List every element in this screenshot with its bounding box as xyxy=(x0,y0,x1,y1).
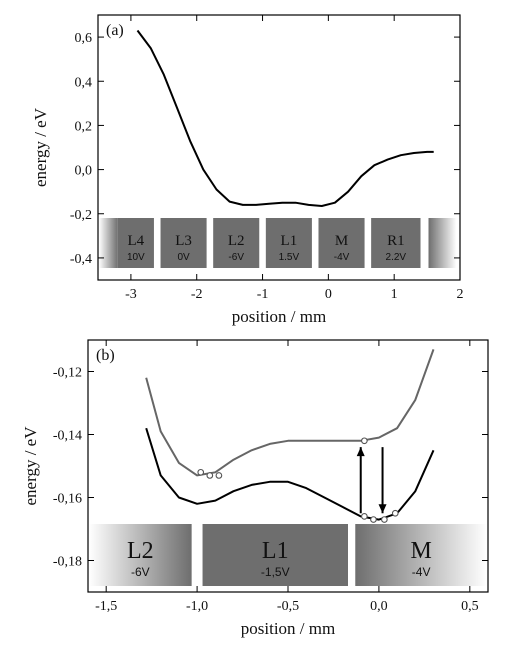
electrode-name: L3 xyxy=(175,233,192,249)
electrode-name: L1 xyxy=(281,233,298,249)
electrode-name: M xyxy=(410,538,431,564)
y-tick-label: -0,14 xyxy=(53,429,82,444)
x-tick-label: -2 xyxy=(191,287,203,302)
electrode-name: L4 xyxy=(128,233,145,249)
x-tick-label: 0,5 xyxy=(461,599,479,614)
panel-1: L2-6V L1-1,5V M-4V -1,5 -1,0 -0,5 0,0 0,5 -0,12 -… xyxy=(21,339,489,638)
x-tick-label: 1 xyxy=(391,287,398,302)
y-axis-label: energy / eV xyxy=(31,107,50,187)
plot-frame xyxy=(97,14,461,281)
series-line-0 xyxy=(136,29,434,207)
electrode-fade-left xyxy=(99,218,118,268)
electrode-voltage: 1.5V xyxy=(279,252,300,263)
y-tick-label: 0,6 xyxy=(75,31,93,46)
electrode-name: M xyxy=(335,233,348,249)
electrode-fade-right xyxy=(428,218,457,268)
electrode-L1 xyxy=(265,218,312,268)
series-line-0 xyxy=(145,349,435,477)
panel-label: (a) xyxy=(106,22,124,39)
x-axis-label: position / mm xyxy=(232,307,326,326)
y-tick-label: 0,0 xyxy=(75,164,93,179)
data-point-marker xyxy=(361,437,368,445)
electrode-L2 xyxy=(213,218,260,268)
electrode-voltage: 10V xyxy=(127,252,145,263)
electrode-voltage: -1,5V xyxy=(261,565,290,579)
data-point-marker xyxy=(391,509,399,517)
panel-0: L4 10V L3 0V L2 -6V L1 1.5V M -4V R1 2.2V -3 -2 -1 0 1 2 0… xyxy=(31,14,464,326)
y-axis-label: energy / eV xyxy=(21,426,40,506)
x-tick-label: -3 xyxy=(125,287,137,302)
electrode-voltage: -6V xyxy=(131,565,150,579)
y-tick-label: -0,2 xyxy=(70,208,92,223)
data-point-marker xyxy=(215,472,223,479)
electrode-L1 xyxy=(202,524,348,586)
electrode-voltage: -6V xyxy=(228,252,244,263)
electrode-M xyxy=(355,524,487,586)
electrode-L2 xyxy=(89,524,192,586)
electrode-L4 xyxy=(117,218,154,268)
electrode-voltage: 0V xyxy=(177,252,190,263)
electrode-L3 xyxy=(160,218,207,268)
x-tick-label: 0 xyxy=(325,287,332,302)
x-tick-label: -0,5 xyxy=(277,599,299,614)
panel-label: (b) xyxy=(96,347,115,364)
electrode-voltage: 2.2V xyxy=(386,252,407,263)
y-tick-label: -0,4 xyxy=(70,252,92,267)
arrow-up-head xyxy=(356,447,365,457)
electrode-name: L1 xyxy=(262,538,289,564)
x-tick-label: -1,0 xyxy=(186,599,208,614)
x-axis-label: position / mm xyxy=(241,619,335,638)
electrode-name: L2 xyxy=(127,538,154,564)
electrode-voltage: -4V xyxy=(334,252,350,263)
electrode-voltage: -4V xyxy=(412,565,431,579)
y-tick-label: 0,4 xyxy=(75,75,93,90)
electrode-M xyxy=(318,218,365,268)
y-tick-label: 0,2 xyxy=(75,119,93,134)
data-point-marker xyxy=(197,468,205,476)
x-tick-label: 2 xyxy=(457,287,464,302)
arrow-down-head xyxy=(378,504,387,514)
x-tick-label: -1,5 xyxy=(95,599,117,614)
electrode-R1 xyxy=(371,218,421,268)
y-tick-label: -0,18 xyxy=(53,555,82,570)
x-tick-label: 0,0 xyxy=(370,599,388,614)
data-point-marker xyxy=(206,472,214,479)
y-tick-label: -0,12 xyxy=(53,366,82,381)
y-tick-label: -0,16 xyxy=(53,492,82,507)
series-line-1 xyxy=(145,427,435,521)
data-point-marker xyxy=(381,516,388,523)
electrode-name: L2 xyxy=(228,233,245,249)
x-tick-label: -1 xyxy=(257,287,269,302)
data-point-marker xyxy=(370,516,377,523)
electrode-name: R1 xyxy=(387,233,405,249)
data-point-marker xyxy=(361,513,368,520)
